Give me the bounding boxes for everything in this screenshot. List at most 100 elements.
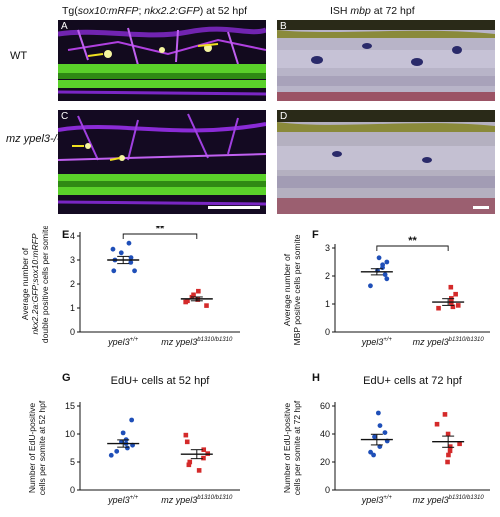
- data-point: [195, 297, 201, 302]
- data-point: [442, 412, 448, 417]
- data-point: [450, 304, 456, 310]
- data-point: [187, 459, 193, 465]
- data-point: [128, 255, 134, 260]
- data-point: [186, 462, 192, 468]
- x-tick-label: mz ypel3b1310/b1310: [161, 495, 233, 505]
- data-point: [128, 260, 134, 265]
- gene-mbp: mbp: [350, 5, 371, 17]
- data-point: [445, 459, 450, 465]
- panel-letter-b: B: [280, 21, 287, 32]
- data-point: [368, 283, 373, 289]
- x-tick-label: ypel3+/+: [107, 337, 139, 347]
- chart-g: EdU+ cells at 52 hpf 0 5 10 15 Number of EdU-…: [27, 375, 240, 505]
- data-point: [184, 439, 190, 445]
- data-point: [183, 299, 188, 305]
- data-point: [384, 276, 390, 282]
- panel-c-image: [58, 113, 266, 209]
- data-point: [201, 447, 207, 452]
- y-tick-label: 5: [70, 457, 75, 467]
- data-point: [114, 448, 120, 454]
- panel-letter-a: A: [61, 21, 68, 32]
- panel-letter-d: D: [280, 111, 288, 122]
- panel-b-ish-image: B: [277, 20, 495, 101]
- data-point: [434, 421, 440, 427]
- y-tick-label: 3: [325, 243, 330, 253]
- y-tick-label: 40: [320, 429, 330, 439]
- panel-letter-c: C: [61, 111, 69, 122]
- data-point: [110, 246, 116, 252]
- y-axis-label: cells per somite at 52 hpf: [37, 400, 47, 495]
- data-point: [132, 268, 137, 274]
- panel-d-ish-image: D: [277, 110, 495, 214]
- data-point: [372, 434, 377, 440]
- data-point: [445, 431, 451, 437]
- data-point: [201, 455, 206, 461]
- y-axis-label: Number of EdU-positive: [282, 403, 292, 494]
- chart-title: EdU+ cells at 52 hpf: [111, 375, 211, 387]
- y-tick-label: 15: [65, 401, 75, 411]
- chart-h: EdU+ cells at 72 hpf 0 20 40 60 Number of EdU…: [282, 375, 490, 505]
- data-point: [120, 430, 126, 436]
- y-axis-label: cells per somite at 72 hpf: [292, 400, 302, 495]
- data-point: [183, 432, 189, 438]
- y-tick-label: 1: [325, 299, 330, 309]
- data-point: [191, 292, 196, 298]
- y-tick-label: 3: [70, 255, 75, 265]
- data-point: [384, 259, 390, 265]
- significance-bracket: [122, 233, 198, 239]
- gene-sox10: sox10:mRFP: [77, 5, 139, 17]
- significance-bracket: [376, 245, 449, 251]
- significance-label: **: [408, 235, 417, 247]
- data-point: [382, 272, 388, 277]
- left-column-title: Tg(sox10:mRFP; nkx2.2:GFP) at 52 hpf: [62, 5, 247, 17]
- title-text: at 72 hpf: [370, 5, 415, 17]
- title-text: ISH: [330, 5, 351, 17]
- chart-letter-g: G: [62, 372, 71, 384]
- chart-letter-h: H: [312, 372, 320, 384]
- y-tick-label: 2: [70, 279, 75, 289]
- data-point: [376, 255, 382, 261]
- data-point: [446, 452, 451, 458]
- data-point: [196, 468, 202, 473]
- data-point: [129, 417, 135, 423]
- panel-d-image: [277, 110, 495, 214]
- data-point: [382, 430, 388, 435]
- data-point: [118, 250, 124, 256]
- x-tick-label: mz ypel3b1310/b1310: [413, 337, 485, 347]
- significance-label: **: [156, 226, 165, 235]
- panel-c-fluorescence-image: C: [58, 110, 266, 214]
- data-point: [457, 441, 462, 447]
- title-text: ;: [138, 5, 145, 17]
- data-point: [447, 444, 453, 449]
- y-tick-label: 2: [325, 271, 330, 281]
- x-tick-label: ypel3+/+: [107, 495, 139, 505]
- title-text: Tg(: [62, 5, 78, 17]
- panel-a-image: [58, 26, 266, 96]
- right-column-title: ISH mbp at 72 hpf: [330, 5, 415, 17]
- scale-bar: [208, 206, 260, 209]
- data-point: [380, 265, 385, 270]
- y-tick-label: 1: [70, 303, 75, 313]
- x-tick-label: mz ypel3b1310/b1310: [413, 495, 485, 505]
- y-tick-label: 10: [65, 429, 75, 439]
- data-point: [125, 445, 130, 451]
- data-point: [448, 284, 454, 290]
- data-point: [108, 452, 114, 458]
- y-tick-label: 4: [70, 231, 75, 241]
- row-label-wt: WT: [10, 50, 28, 62]
- data-point: [447, 448, 453, 454]
- chart-f: 0 1 2 3 Average number of MBP positive cells …: [282, 234, 490, 347]
- chart-title: EdU+ cells at 72 hpf: [363, 375, 463, 387]
- title-text: ) at 52 hpf: [199, 5, 248, 17]
- data-point: [436, 305, 441, 311]
- data-point: [126, 240, 132, 246]
- data-point: [204, 303, 209, 308]
- panel-b-image: [277, 20, 495, 101]
- data-point: [375, 410, 381, 416]
- y-tick-label: 20: [320, 457, 330, 467]
- panel-a-fluorescence-image: A: [58, 20, 266, 101]
- data-point: [453, 291, 458, 297]
- chart-letter-f: F: [312, 229, 319, 241]
- x-tick-label: ypel3+/+: [361, 495, 393, 505]
- y-tick-label: 0: [325, 485, 330, 495]
